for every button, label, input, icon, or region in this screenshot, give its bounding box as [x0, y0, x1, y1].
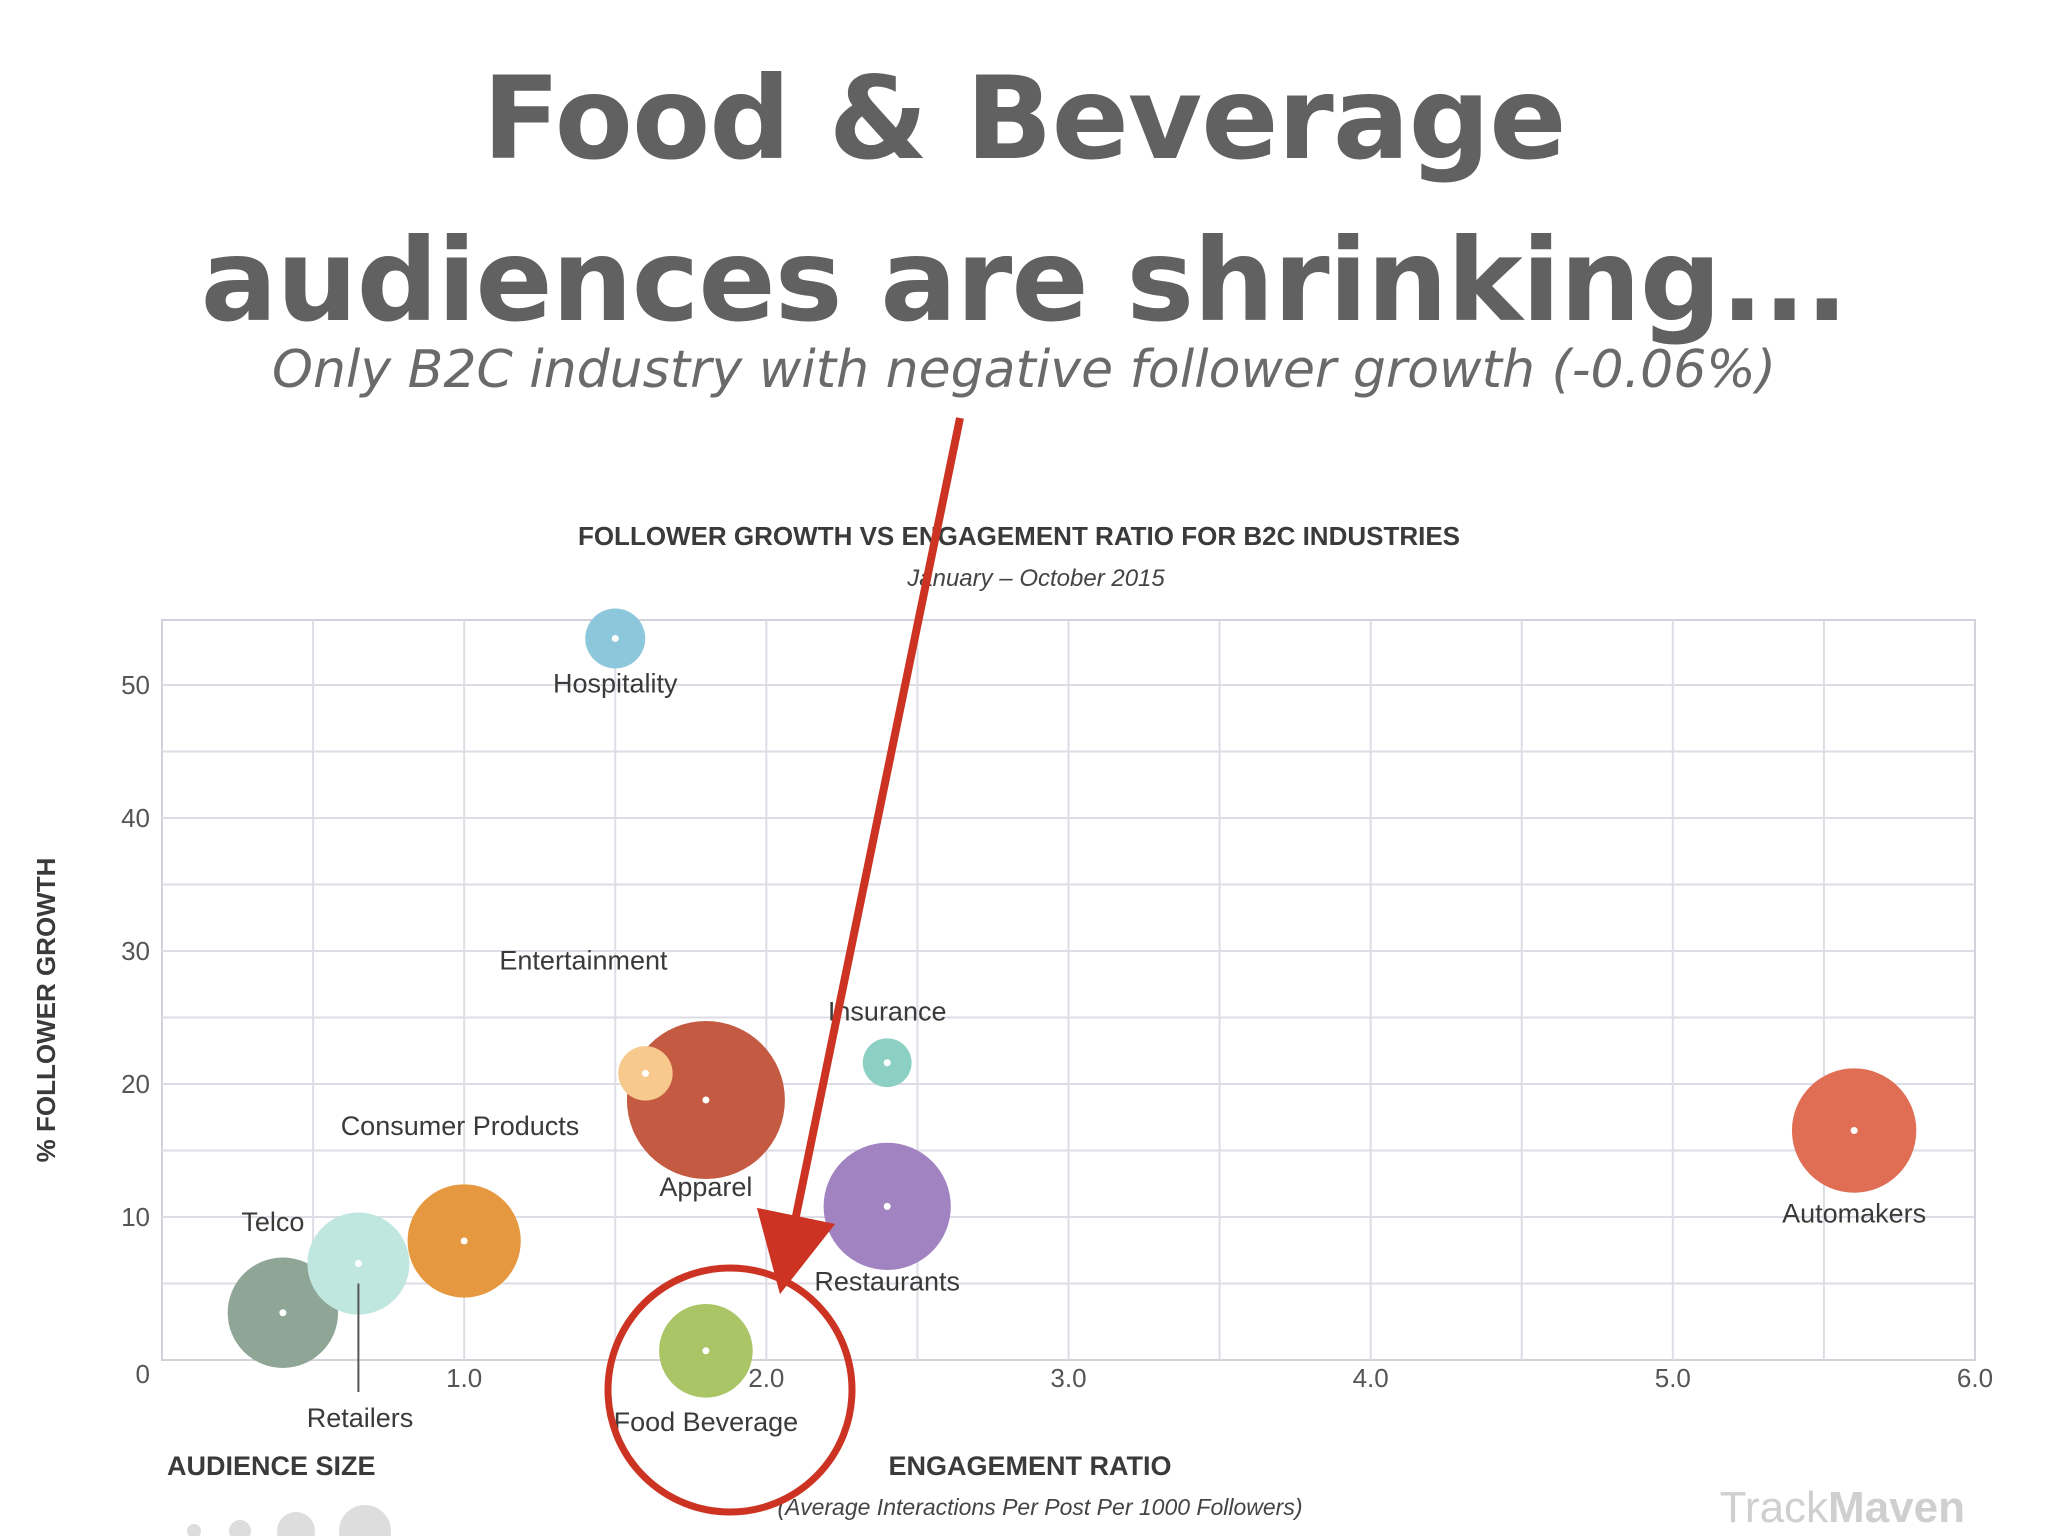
bubble-label: Entertainment	[499, 945, 668, 975]
y-tick-label: 30	[121, 936, 150, 966]
chart-ticks: 1.0 2.0 3.0 4.0 5.0 6.0 0 10 20 30 40 50	[121, 670, 1993, 1393]
legend-size-1	[187, 1524, 201, 1536]
x-axis-label: ENGAGEMENT RATIO	[889, 1451, 1172, 1481]
bubble-center	[702, 1096, 710, 1104]
x-tick-label: 2.0	[748, 1363, 784, 1393]
headline: Food & Beverage audiences are shrinking.…	[0, 38, 2048, 362]
y-tick-label: 0	[136, 1359, 150, 1389]
chart-labels: Hospitality Entertainment Apparel Insurance…	[241, 668, 1926, 1436]
bubble-label: Automakers	[1782, 1199, 1926, 1229]
bubble-label: Food Beverage	[614, 1407, 799, 1437]
chart-subtitle: January – October 2015	[906, 565, 1165, 592]
x-tick-label: 1.0	[446, 1363, 482, 1393]
bubble-center	[279, 1309, 287, 1317]
bubble-label: Telco	[241, 1207, 304, 1237]
bubble-label: Insurance	[828, 997, 947, 1027]
bubble-label: Retailers	[307, 1403, 414, 1433]
bubble-center	[702, 1347, 710, 1355]
chart-bubbles	[227, 608, 1917, 1398]
legend-title: AUDIENCE SIZE	[167, 1451, 376, 1481]
bubble-center	[460, 1237, 468, 1245]
bubble-label: Hospitality	[553, 668, 678, 698]
logo-part-2: Maven	[1828, 1483, 1965, 1532]
bubble-center	[883, 1059, 891, 1067]
headline-line-1: Food & Beverage	[482, 52, 1566, 185]
y-tick-label: 20	[121, 1069, 150, 1099]
bubble-center	[354, 1260, 362, 1268]
bubble-center	[1850, 1127, 1858, 1135]
y-tick-label: 10	[121, 1202, 150, 1232]
annotation-arrow	[756, 417, 964, 1295]
headline-line-2: audiences are shrinking...	[200, 214, 1849, 347]
y-tick-label: 40	[121, 803, 150, 833]
chart-grid	[161, 619, 1976, 1361]
bubble-center	[611, 634, 619, 642]
chart-title: FOLLOWER GROWTH VS ENGAGEMENT RATIO FOR …	[578, 521, 1460, 551]
bubble-label: Apparel	[659, 1172, 752, 1202]
y-axis-label: % FOLLOWER GROWTH	[31, 858, 61, 1163]
trackmaven-logo: TrackMaven	[1720, 1483, 1965, 1532]
legend-size-4	[339, 1505, 391, 1536]
x-tick-label: 3.0	[1050, 1363, 1086, 1393]
legend-size-2	[229, 1520, 251, 1536]
y-tick-label: 50	[121, 670, 150, 700]
x-tick-label: 5.0	[1655, 1363, 1691, 1393]
bubble-center	[883, 1202, 891, 1210]
legend-size-3	[277, 1512, 315, 1536]
bubble-label: Restaurants	[814, 1266, 960, 1296]
legend: AUDIENCE SIZE	[167, 1451, 391, 1536]
x-tick-label: 6.0	[1957, 1363, 1993, 1393]
bubble-center	[641, 1069, 649, 1077]
x-tick-label: 4.0	[1353, 1363, 1389, 1393]
bubble-label: Consumer Products	[341, 1111, 580, 1141]
annotation-highlight-circle	[604, 1264, 856, 1516]
x-axis-sublabel: (Average Interactions Per Post Per 1000 …	[778, 1494, 1303, 1520]
logo-part-1: Track	[1720, 1483, 1829, 1532]
subheadline: Only B2C industry with negative follower…	[272, 340, 1776, 400]
